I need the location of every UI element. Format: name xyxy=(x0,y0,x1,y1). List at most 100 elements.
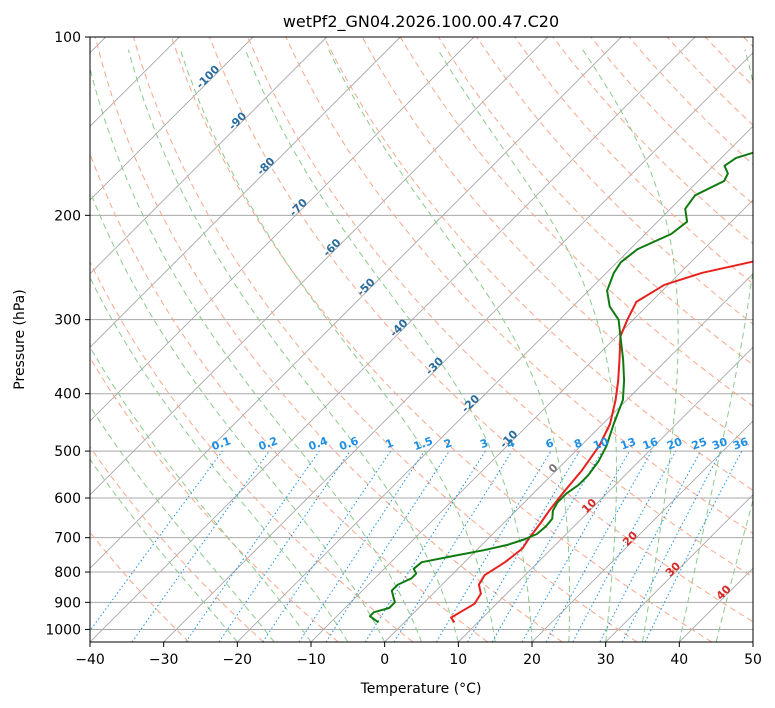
series-line-dewpoint xyxy=(368,151,753,624)
dry-adiabat-label--50: -50 xyxy=(355,275,378,298)
isotherm--50 xyxy=(90,37,622,569)
x-tick-label-20: 20 xyxy=(523,652,541,668)
y-tick-label-800: 800 xyxy=(54,565,81,581)
dry-adiabat-label--10: -10 xyxy=(497,427,520,450)
isotherm--80 xyxy=(90,37,401,348)
dry-adiabat-150 xyxy=(590,37,753,205)
moist-adiabat-label-30: 30 xyxy=(663,559,683,579)
dry-adiabat-label--90: -90 xyxy=(226,109,249,132)
isotherm-10 xyxy=(457,346,753,642)
dry-adiabat-130 xyxy=(514,37,753,285)
dry-adiabat-30 xyxy=(132,37,638,642)
mixing-ratio-line-0.2 xyxy=(131,450,270,642)
mixing-ratio-label-0.2: 0.2 xyxy=(257,434,280,453)
x-tick-label--30: −30 xyxy=(149,652,179,668)
dry-adiabat-80 xyxy=(323,37,753,491)
moist-adiabat-30 xyxy=(437,49,617,642)
mixing-ratio-label-3: 3 xyxy=(478,436,490,451)
dry-adiabat-label--80: -80 xyxy=(254,155,277,178)
mixing-ratio-label-0.6: 0.6 xyxy=(338,434,361,453)
isotherm--70 xyxy=(90,37,475,422)
dry-adiabat-label--100: -100 xyxy=(194,63,223,92)
mixing-ratio-label-16: 16 xyxy=(641,435,660,453)
mixing-ratio-label-10: 10 xyxy=(591,435,610,453)
x-tick-label-30: 30 xyxy=(597,652,615,668)
mixing-ratio-label-6: 6 xyxy=(544,436,556,451)
moist-adiabat--5 xyxy=(90,276,349,642)
isotherm-20 xyxy=(531,420,753,642)
mixing-ratio-line-2 xyxy=(325,450,450,642)
isotherm-40 xyxy=(678,567,753,642)
mixing-ratio-line-1.5 xyxy=(298,450,425,642)
mixing-ratio-label-1.5: 1.5 xyxy=(412,434,435,453)
dry-adiabat-190 xyxy=(743,37,753,48)
mixing-ratio-label-20: 20 xyxy=(665,435,684,453)
moist-adiabat-label-10: 10 xyxy=(579,496,599,516)
isotherm--60 xyxy=(90,37,549,496)
mixing-ratio-line-1 xyxy=(262,450,392,642)
data-layer xyxy=(368,151,753,624)
x-tick-label-50: 50 xyxy=(744,652,762,668)
mixing-ratio-label-25: 25 xyxy=(690,435,709,452)
moist-adiabat-0 xyxy=(90,189,386,642)
y-tick-label-900: 900 xyxy=(54,595,81,611)
y-tick-label-300: 300 xyxy=(54,313,81,329)
dry-adiabat-140 xyxy=(552,37,753,245)
dry-adiabat--10 xyxy=(90,356,339,642)
y-tick-label-400: 400 xyxy=(54,387,81,403)
isotherm--30 xyxy=(163,52,753,642)
dry-adiabat-180 xyxy=(704,37,753,87)
mixing-ratio-line-20 xyxy=(572,450,677,642)
y-axis-label: Pressure (hPa) xyxy=(12,289,28,389)
mixing-ratio-label-0.4: 0.4 xyxy=(307,434,330,453)
x-axis-label: Temperature (°C) xyxy=(360,681,482,697)
x-tick-label-0: 0 xyxy=(380,652,389,668)
mixing-ratio-label-4: 4 xyxy=(505,436,517,451)
dry-adiabat-20 xyxy=(94,37,563,642)
mixing-ratio-line-13 xyxy=(521,450,630,642)
moist-adiabat-50 xyxy=(752,640,753,642)
dry-adiabat-label--60: -60 xyxy=(320,236,343,259)
x-tick-label-40: 40 xyxy=(670,652,688,668)
label-layer: 0.1 0.2 0.4 0.6 1 1.5 2 3 4 6 8 10 13 16 20 25 30 36-100-… xyxy=(194,63,751,603)
mixing-ratio-label-13: 13 xyxy=(619,435,638,452)
isotherm--100 xyxy=(90,37,254,201)
moist-adiabat--10 xyxy=(90,345,312,642)
moist-adiabat-40 xyxy=(678,49,753,642)
moist-adiabat-20 xyxy=(244,49,533,642)
moist-adiabat-35 xyxy=(582,49,679,642)
mixing-ratio-label-8: 8 xyxy=(572,436,584,451)
y-tick-label-100: 100 xyxy=(54,30,81,46)
moist-adiabat-25 xyxy=(328,49,571,642)
y-tick-label-600: 600 xyxy=(54,491,81,507)
dry-adiabat-10 xyxy=(90,152,488,642)
mixing-ratio-line-6 xyxy=(435,450,552,642)
plot-frame xyxy=(89,36,754,643)
isotherm--90 xyxy=(90,37,328,275)
isotherm--20 xyxy=(236,125,753,642)
dry-adiabat--20 xyxy=(90,446,264,642)
tick-layer: −40 −30 −20 −10 0 10 20 30 40 5010020030040050060… xyxy=(45,30,762,668)
mixing-ratio-line-3 xyxy=(364,450,486,642)
mixing-ratio-line-25 xyxy=(599,450,701,642)
y-tick-label-700: 700 xyxy=(54,531,81,547)
dry-adiabat-label--30: -30 xyxy=(423,354,446,377)
mixing-ratio-line-0.4 xyxy=(185,450,320,642)
mixing-ratio-label-36: 36 xyxy=(731,435,750,453)
y-tick-label-200: 200 xyxy=(54,208,81,224)
dry-adiabat-0 xyxy=(90,260,414,642)
moist-adiabat-10 xyxy=(127,49,459,642)
mixing-ratio-line-16 xyxy=(545,450,653,642)
x-tick-label--40: −40 xyxy=(75,652,105,668)
mixing-ratio-line-0.6 xyxy=(218,450,351,642)
isotherm-50 xyxy=(752,641,753,642)
moist-adiabat-15 xyxy=(179,49,496,642)
x-tick-label--20: −20 xyxy=(223,652,253,668)
dry-adiabat--30 xyxy=(90,531,190,642)
dry-adiabat-60 xyxy=(247,37,753,578)
isotherm-30 xyxy=(605,494,753,642)
x-tick-label--10: −10 xyxy=(296,652,326,668)
mixing-ratio-label-0.1: 0.1 xyxy=(210,434,233,453)
mixing-ratio-line-4 xyxy=(393,450,513,642)
